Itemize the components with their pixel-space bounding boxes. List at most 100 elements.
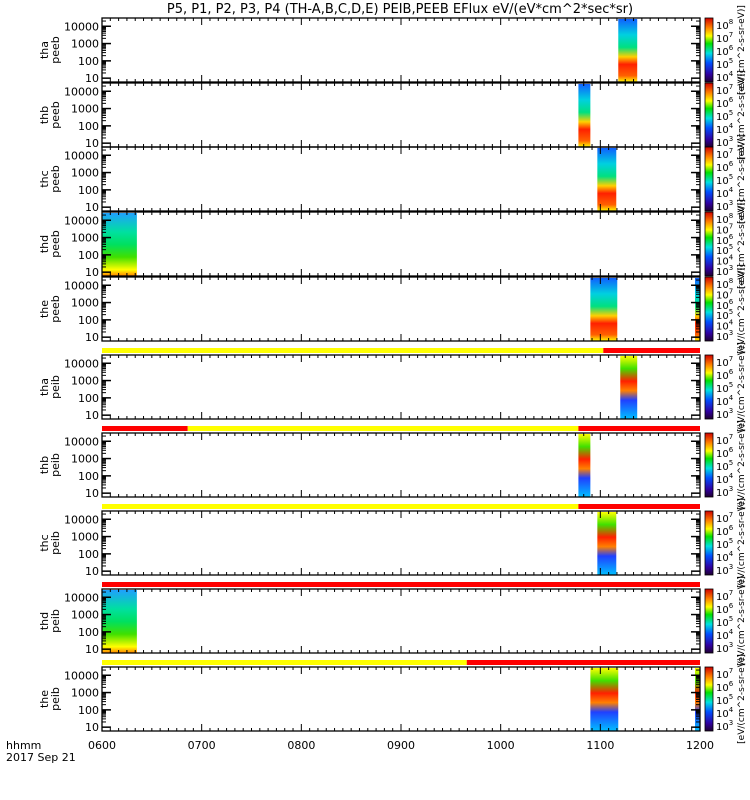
y-tick-label: 10000 (64, 669, 99, 682)
colorbar-tick-exponent: 7 (729, 287, 733, 295)
colorbar-tick-exponent: 6 (729, 368, 734, 376)
mode-bar-segment (578, 426, 700, 431)
probe-label: thb (38, 456, 51, 474)
panel-frame (101, 82, 701, 148)
y-tick-label: 10 (85, 72, 99, 85)
colorbar-tick-exponent: 7 (729, 355, 733, 363)
colorbar-title: [eV/(cm^2-s-sr-eV)] (737, 498, 747, 588)
y-tick-label: 10 (85, 137, 99, 150)
panel-label: thcpeib (38, 531, 62, 555)
panel-frame (101, 354, 701, 420)
mode-bar-segment (466, 660, 700, 665)
x-tick-label: 0700 (188, 739, 216, 752)
colorbar-tick-label: 106 (716, 368, 734, 382)
colorbar-tick-exponent: 6 (729, 44, 734, 52)
y-tick-label: 1000 (71, 167, 99, 180)
spectrogram-block (590, 668, 619, 731)
colorbar-tick-exponent: 8 (729, 212, 733, 220)
colorbar (704, 146, 714, 212)
panel-frame (101, 588, 701, 654)
colorbar-tick-label: 104 (716, 628, 734, 642)
spectrogram-block (102, 213, 137, 276)
colorbar-tick-exponent: 5 (729, 381, 733, 389)
colorbar-tick-exponent: 3 (729, 719, 733, 727)
colorbar-tick-label: 103 (716, 485, 733, 499)
instrument-label: peeb (49, 101, 62, 129)
colorbar-tick-label: 104 (716, 122, 734, 136)
colorbar-tick-exponent: 6 (729, 233, 734, 241)
colorbar-tick-label: 106 (716, 602, 734, 616)
y-tick-label: 10000 (64, 435, 99, 448)
colorbar-tick-exponent: 6 (729, 524, 734, 532)
x-axis-label: hhmm (6, 739, 41, 752)
date-label: 2017 Sep 21 (6, 751, 76, 764)
probe-label: tha (38, 378, 51, 396)
y-tick-label: 10 (85, 201, 99, 214)
panel-frame (101, 17, 701, 83)
mode-bar-segment (102, 426, 188, 431)
colorbar-tick-label: 106 (716, 96, 734, 110)
panel-label: thbpeeb (38, 101, 62, 129)
colorbar-tick-label: 107 (716, 355, 733, 369)
colorbar (704, 354, 714, 420)
colorbar-tick-exponent: 6 (729, 680, 734, 688)
probe-label: thc (38, 170, 51, 187)
colorbar-title: [eV/(cm^2-s-sr-eV)] (737, 342, 747, 432)
panel-the-peeb: 10100100010000thepeeb108107106105104103[… (38, 264, 747, 354)
colorbar-tick-exponent: 4 (729, 319, 734, 327)
probe-label: the (38, 690, 51, 708)
colorbar-tick-exponent: 3 (729, 199, 733, 207)
colorbar-tick-label: 103 (716, 329, 733, 343)
colorbar-tick-label: 106 (716, 160, 734, 174)
panel-label: thdpeeb (38, 230, 62, 258)
colorbar-tick-exponent: 6 (729, 298, 734, 306)
instrument-label: peib (49, 531, 62, 555)
colorbar-title: [eV/(cm^2-s-sr-eV)] (737, 199, 747, 289)
colorbar (704, 211, 714, 277)
y-tick-label: 10000 (64, 357, 99, 370)
chart-title: P5, P1, P2, P3, P4 (TH-A,B,C,D,E) PEIB,P… (167, 2, 633, 17)
colorbar-tick-exponent: 7 (729, 589, 733, 597)
y-tick-label: 10000 (64, 85, 99, 98)
colorbar (704, 17, 714, 83)
y-tick-label: 10 (85, 487, 99, 500)
instrument-label: peib (49, 609, 62, 633)
colorbar-tick-label: 103 (716, 407, 733, 421)
colorbar-tick-exponent: 6 (729, 160, 734, 168)
colorbar-tick-exponent: 7 (729, 31, 733, 39)
colorbar-tick-exponent: 4 (729, 186, 734, 194)
colorbar (704, 276, 714, 342)
colorbar (704, 510, 714, 576)
colorbar-tick-label: 104 (716, 472, 734, 486)
y-tick-label: 100 (78, 626, 99, 639)
colorbar-tick-label: 105 (716, 109, 733, 123)
y-tick-label: 10000 (64, 591, 99, 604)
colorbar-tick-exponent: 7 (729, 667, 733, 675)
colorbar-tick-exponent: 3 (729, 135, 733, 143)
colorbar-tick-exponent: 4 (729, 628, 734, 636)
colorbar (704, 82, 714, 148)
colorbar-tick-exponent: 3 (729, 563, 733, 571)
colorbar-tick-label: 107 (716, 433, 733, 447)
colorbar-tick-exponent: 4 (729, 472, 734, 480)
instrument-label: peeb (49, 295, 62, 323)
colorbar-tick-exponent: 5 (729, 57, 733, 65)
colorbar-tick-exponent: 5 (729, 459, 733, 467)
spectrogram-block (620, 356, 638, 419)
colorbar-tick-exponent: 4 (729, 122, 734, 130)
probe-label: thd (38, 235, 51, 253)
colorbar-tick-label: 105 (716, 57, 733, 71)
colorbar-tick-label: 106 (716, 44, 734, 58)
panel-label: thapeeb (38, 36, 62, 64)
colorbar-tick-label: 104 (716, 550, 734, 564)
spectrogram-block (597, 148, 617, 211)
colorbar-tick-exponent: 4 (729, 550, 734, 558)
colorbar-tick-label: 103 (716, 641, 733, 655)
colorbar-tick-exponent: 6 (729, 602, 734, 610)
y-tick-label: 100 (78, 548, 99, 561)
colorbar-tick-label: 105 (716, 693, 733, 707)
